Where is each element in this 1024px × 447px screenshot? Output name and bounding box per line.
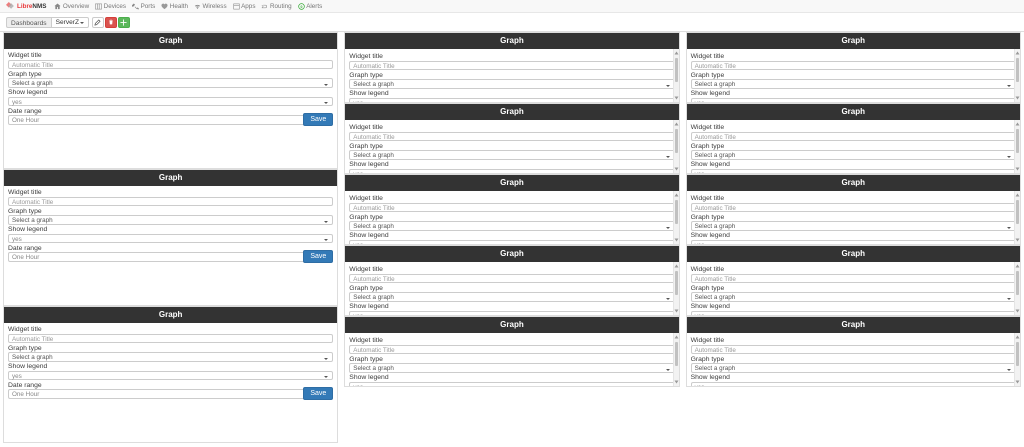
svg-text:0: 0 [300, 4, 302, 8]
